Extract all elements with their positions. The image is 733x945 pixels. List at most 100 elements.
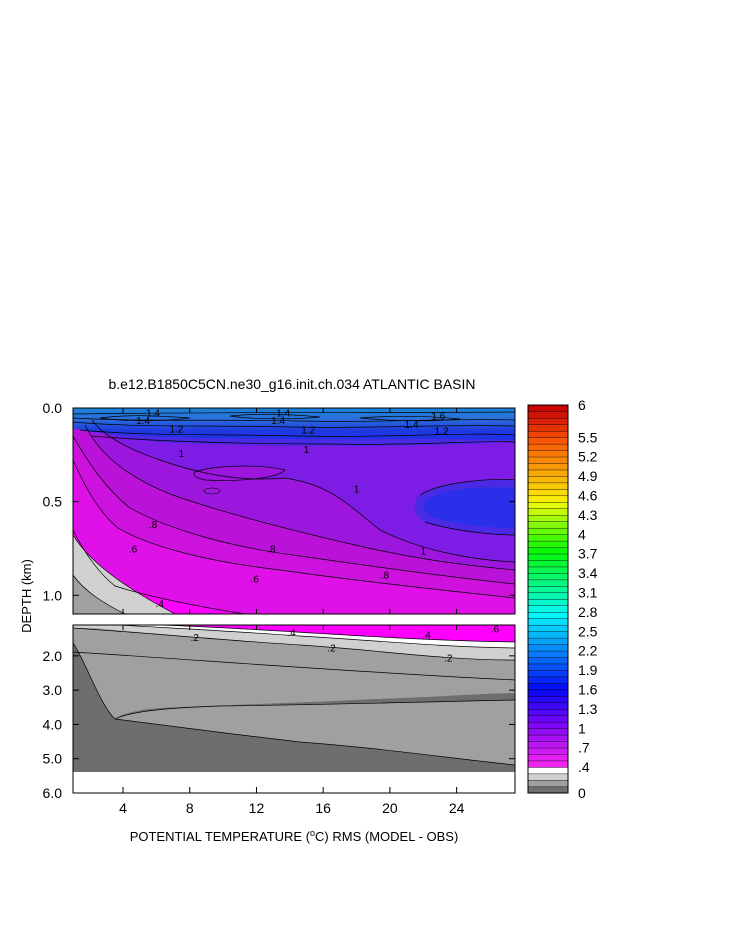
colorbar-swatch bbox=[527, 495, 569, 503]
colorbar-swatch bbox=[527, 404, 569, 412]
contour-label: 1.4 bbox=[276, 409, 290, 420]
colorbar-swatch bbox=[527, 592, 569, 600]
colorbar-label: 2.2 bbox=[578, 643, 598, 659]
colorbar-swatch bbox=[527, 430, 569, 438]
colorbar-swatch bbox=[527, 463, 569, 471]
contour-label: .4 bbox=[422, 630, 431, 641]
contour-label: 1.4 bbox=[271, 416, 285, 427]
colorbar-swatch bbox=[527, 702, 569, 710]
colorbar-label: .4 bbox=[578, 759, 590, 775]
region-1.0 bbox=[73, 408, 515, 562]
colorbar-swatch bbox=[527, 618, 569, 626]
colorbar-swatch bbox=[527, 728, 569, 736]
y-tick-label: 6.0 bbox=[43, 785, 63, 801]
colorbar-frame bbox=[527, 404, 569, 794]
contour-label: 1 bbox=[354, 485, 360, 496]
colorbar-swatch bbox=[527, 611, 569, 619]
colorbar-label: 5.2 bbox=[578, 449, 598, 465]
colorbar-swatch bbox=[527, 773, 569, 781]
colorbar-swatch bbox=[527, 598, 569, 606]
x-tick-label: 4 bbox=[119, 800, 127, 816]
y-axis-ticks-lower: 2.0 3.0 4.0 5.0 6.0 bbox=[43, 648, 515, 801]
colorbar-label: 4.6 bbox=[578, 488, 598, 504]
x-axis-label-rest: C) RMS (MODEL - OBS) bbox=[315, 829, 458, 844]
contour-label: 1 bbox=[304, 445, 310, 456]
x-tick-label: 16 bbox=[315, 800, 331, 816]
upper-panel bbox=[73, 408, 515, 614]
colorbar-swatch bbox=[527, 721, 569, 729]
contour-label: .6 bbox=[491, 624, 500, 635]
colorbar-swatch bbox=[527, 695, 569, 703]
colorbar-label: 1.6 bbox=[578, 682, 598, 698]
colorbar-swatch bbox=[527, 579, 569, 587]
colorbar-label: 4.9 bbox=[578, 468, 598, 484]
contour-label: 1.2 bbox=[301, 426, 315, 437]
colorbar-swatch bbox=[527, 734, 569, 742]
colorbar-swatch bbox=[527, 637, 569, 645]
colorbar-swatch bbox=[527, 540, 569, 548]
colorbar-swatch bbox=[527, 631, 569, 639]
x-axis-label-degree: o bbox=[310, 828, 315, 838]
colorbar-label: 1.3 bbox=[578, 701, 598, 717]
colorbar-swatch bbox=[527, 527, 569, 535]
colorbar-swatch bbox=[527, 715, 569, 723]
lower-panel bbox=[73, 625, 515, 793]
contour-label: .4 bbox=[156, 599, 165, 610]
x-axis-label-main: POTENTIAL TEMPERATURE ( bbox=[130, 829, 311, 844]
colorbar-label: 3.1 bbox=[578, 585, 598, 601]
colorbar-label: 2.8 bbox=[578, 604, 598, 620]
contour-label: 1.2 bbox=[435, 426, 449, 437]
colorbar-swatch bbox=[527, 482, 569, 490]
colorbar-swatch bbox=[527, 624, 569, 632]
y-tick-label: 3.0 bbox=[43, 682, 63, 698]
blob-1.2-mid bbox=[423, 487, 515, 528]
upper-panel-frame bbox=[72, 407, 516, 615]
y-tick-label: 4.0 bbox=[43, 716, 63, 732]
colorbar-label: 4 bbox=[578, 526, 586, 542]
colorbar-swatch bbox=[527, 488, 569, 497]
colorbar-swatch bbox=[527, 501, 569, 509]
colorbar-swatch bbox=[527, 411, 569, 419]
contour-label: .8 bbox=[381, 571, 390, 582]
colorbar-labels: 6 5.5 5.2 4.9 4.6 4.3 4 3.7 3.4 3.1 2.8 2.5 2.2 1.9 1.… bbox=[578, 397, 598, 801]
colorbar-swatch bbox=[527, 669, 569, 678]
colorbar-label: .7 bbox=[578, 740, 590, 756]
colorbar-swatch bbox=[527, 747, 569, 755]
x-tick-label: 20 bbox=[382, 800, 398, 816]
colorbar-swatch bbox=[527, 663, 569, 671]
y-axis-label: DEPTH (km) bbox=[19, 559, 34, 633]
x-tick-label: 24 bbox=[449, 800, 465, 816]
colorbar-swatch bbox=[527, 424, 569, 432]
contour-label: 1 bbox=[179, 449, 185, 460]
colorbar-swatch bbox=[527, 560, 569, 568]
x-tick-label: 8 bbox=[186, 800, 194, 816]
upper-contours bbox=[73, 411, 515, 614]
colorbar-label: 3.7 bbox=[578, 546, 598, 562]
colorbar-swatch bbox=[527, 682, 569, 691]
colorbar-swatch bbox=[527, 754, 569, 762]
contour-label: 1.6 bbox=[431, 411, 445, 422]
colorbar-label: 6 bbox=[578, 397, 586, 413]
colorbar-swatch bbox=[527, 741, 569, 749]
contour-label: .6 bbox=[129, 544, 138, 555]
colorbar-swatch bbox=[527, 650, 569, 658]
colorbar-swatch bbox=[527, 572, 569, 581]
contour-label: .4 bbox=[287, 628, 296, 639]
colorbar-swatch bbox=[527, 508, 569, 516]
colorbar-swatch bbox=[527, 585, 569, 594]
colorbar-label: 4.3 bbox=[578, 507, 598, 523]
colorbar-swatch bbox=[527, 760, 569, 768]
colorbar-label: 3.4 bbox=[578, 565, 598, 581]
colorbar-swatch bbox=[527, 456, 569, 464]
low-rms-wedge-0.2 bbox=[73, 575, 125, 614]
colorbar bbox=[527, 404, 569, 794]
colorbar-label: 1.9 bbox=[578, 662, 598, 678]
colorbar-swatch bbox=[527, 766, 569, 775]
contour-label: .2 bbox=[191, 633, 200, 644]
y-axis-ticks-upper: 0.0 0.5 1.0 bbox=[43, 400, 515, 603]
colorbar-swatch bbox=[527, 514, 569, 522]
colorbar-swatch bbox=[527, 689, 569, 697]
colorbar-label: 1 bbox=[578, 720, 586, 736]
y-tick-label: 0.5 bbox=[43, 494, 63, 510]
